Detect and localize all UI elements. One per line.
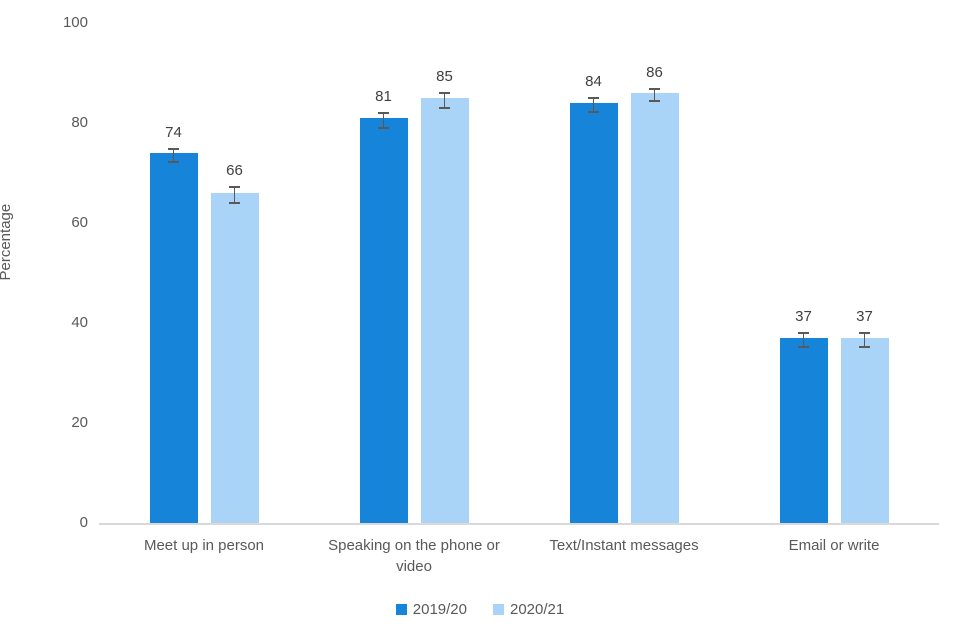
bar-2019-20-meet-up-in-person: [149, 153, 198, 523]
value-label-2020-21-text-instant-messages: 86: [646, 64, 663, 81]
legend-item-2020-21: 2020/21: [493, 601, 564, 618]
x-axis-label-text-instant-messages: Text/Instant messages: [549, 537, 699, 554]
y-axis-title: Percentage: [0, 203, 14, 281]
legend-swatch-icon: [493, 604, 504, 615]
y-tick-label: 0: [79, 514, 88, 531]
value-label-2020-21-email-or-write: 37: [856, 308, 873, 325]
legend-label: 2020/21: [510, 601, 565, 618]
x-axis-label-meet-up-in-person: Meet up in person: [143, 537, 265, 554]
error-bar-2020-21-email-or-write: [859, 332, 870, 348]
legend-label: 2019/20: [412, 601, 467, 618]
value-label-2019-20-meet-up-in-person: 74: [165, 123, 182, 141]
error-bar-2020-21-text-instant-messages: [649, 88, 660, 102]
x-axis-label-speaking-on-the-phone-or-video: Speaking on the phone or video: [328, 537, 500, 575]
bar-2019-20-speaking-on-the-phone-or-video: [359, 118, 408, 523]
bar-2019-20-text-instant-messages: [569, 103, 618, 523]
error-bar-2019-20-text-instant-messages: [588, 97, 599, 113]
legend: 2019/20 2020/21: [0, 601, 960, 618]
value-label-2019-20-text-instant-messages: 84: [585, 73, 602, 90]
y-tick-label: 100: [62, 14, 88, 31]
bar-2020-21-email-or-write: [840, 338, 889, 523]
y-tick-label: 60: [71, 214, 88, 231]
x-axis-line: [99, 523, 939, 525]
value-label-2020-21-speaking-on-the-phone-or-video: 85: [436, 67, 453, 85]
bar-2020-21-text-instant-messages: [630, 93, 679, 523]
value-label-2020-21-meet-up-in-person: 66: [226, 162, 243, 179]
error-bar-2019-20-email-or-write: [798, 332, 809, 348]
y-tick-label: 80: [71, 114, 88, 131]
legend-item-2019-20: 2019/20: [395, 601, 467, 618]
legend-swatch-icon: [395, 604, 407, 615]
bar-2020-21-speaking-on-the-phone-or-video: [420, 98, 469, 523]
error-bar-2020-21-meet-up-in-person: [229, 186, 240, 204]
bar-2019-20-email-or-write: [779, 338, 828, 523]
x-axis-label-email-or-write: Email or write: [788, 537, 880, 554]
y-tick-label: 40: [71, 314, 88, 331]
y-tick-label: 20: [71, 414, 88, 431]
value-label-2019-20-email-or-write: 37: [795, 308, 812, 325]
bar-2020-21-meet-up-in-person: [210, 193, 259, 523]
error-bar-2019-20-meet-up-in-person: [168, 147, 179, 163]
value-label-2019-20-speaking-on-the-phone-or-video: 81: [375, 87, 392, 105]
error-bar-2019-20-speaking-on-the-phone-or-video: [378, 111, 389, 129]
error-bar-2020-21-speaking-on-the-phone-or-video: [439, 91, 450, 109]
